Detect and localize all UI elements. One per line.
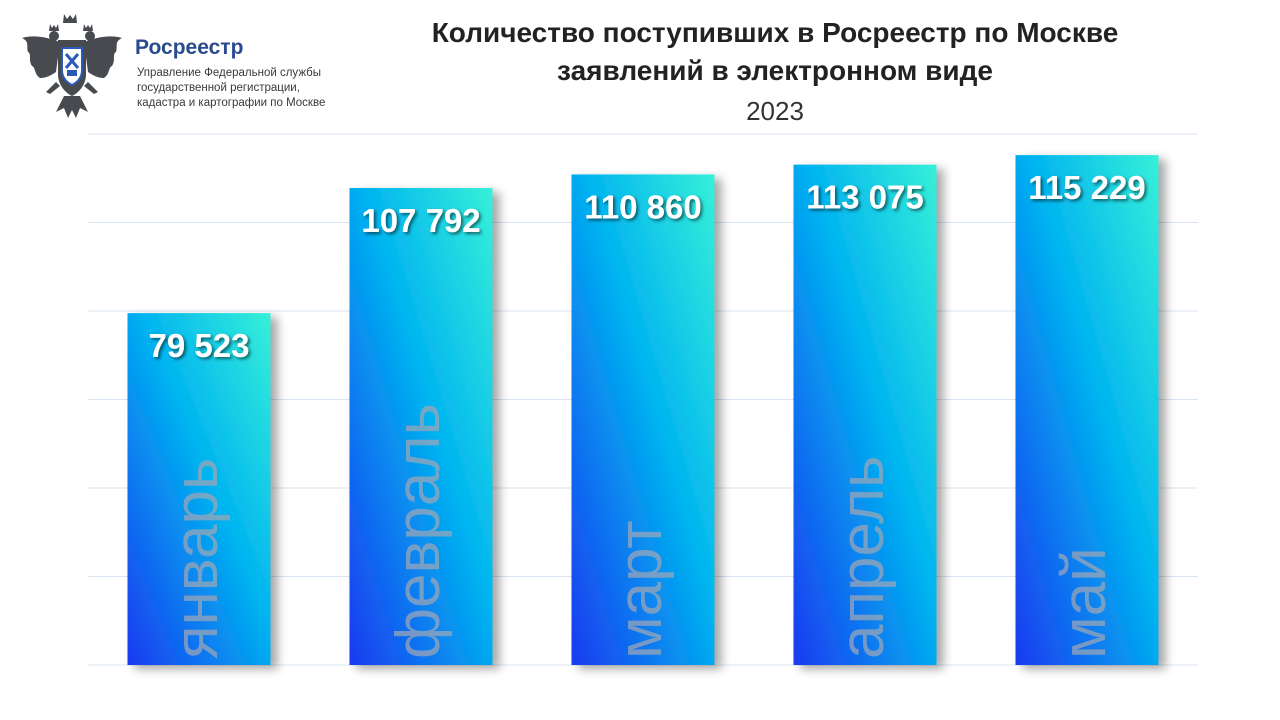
bar-4 bbox=[793, 164, 937, 665]
logo-block: Росреестр Управление Федеральной службы … bbox=[20, 12, 360, 127]
category-label: февраль bbox=[384, 403, 453, 659]
category-label: апрель bbox=[828, 456, 897, 659]
category-labels: январь февраль март апрель май bbox=[162, 403, 1119, 659]
bar-1 bbox=[127, 313, 271, 665]
value-labels: 79 523 107 792 110 860 113 075 115 229 bbox=[149, 169, 1146, 364]
org-desc-line: кадастра и картографии по Москве bbox=[137, 97, 326, 109]
value-label: 110 860 bbox=[584, 188, 701, 225]
org-desc-line: Управление Федеральной службы bbox=[137, 67, 321, 79]
category-label: январь bbox=[162, 458, 231, 659]
chart-subtitle: 2023 bbox=[746, 96, 804, 126]
chart-title-line: заявлений в электронном виде bbox=[557, 55, 993, 86]
bar-2 bbox=[349, 188, 493, 666]
value-label: 107 792 bbox=[361, 202, 480, 239]
bars bbox=[127, 155, 1159, 666]
value-label: 113 075 bbox=[806, 179, 923, 216]
chart-title: Количество поступивших в Росреестр по Мо… bbox=[360, 14, 1190, 90]
bar-5 bbox=[1015, 155, 1159, 665]
org-description: Управление Федеральной службы государств… bbox=[137, 66, 367, 111]
value-label: 115 229 bbox=[1028, 169, 1145, 206]
org-desc-line: государственной регистрации, bbox=[137, 82, 300, 94]
double-headed-eagle-emblem bbox=[22, 14, 122, 118]
chart-title-line: Количество поступивших в Росреестр по Мо… bbox=[431, 17, 1119, 48]
bar-3 bbox=[571, 174, 715, 665]
org-name: Росреестр bbox=[135, 36, 244, 59]
value-label: 79 523 bbox=[149, 327, 250, 364]
category-label: март bbox=[606, 520, 675, 659]
category-label: май bbox=[1050, 547, 1119, 659]
